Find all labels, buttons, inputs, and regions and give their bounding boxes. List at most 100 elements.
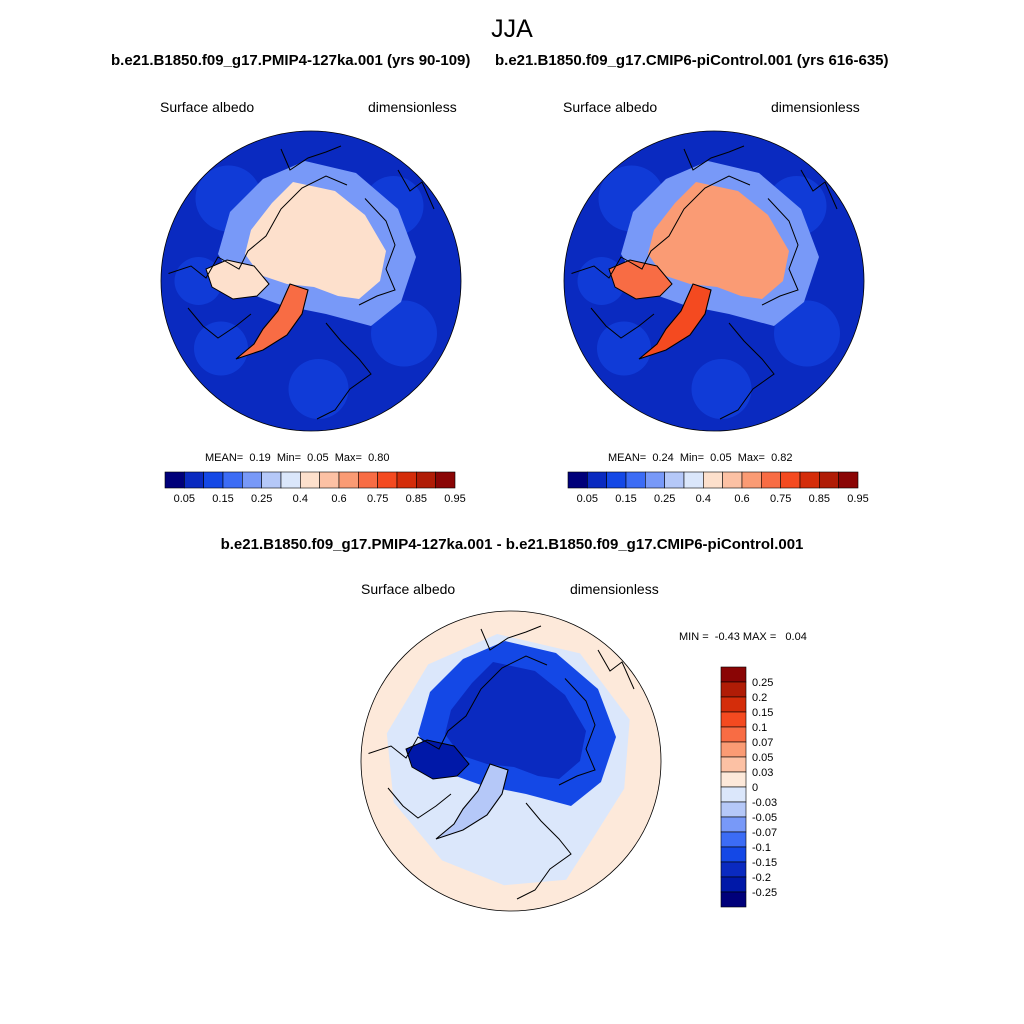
diff-max-label: MAX = bbox=[742, 631, 777, 643]
coastline bbox=[590, 307, 655, 339]
panel2-stats: MEAN= 0.24 Min= 0.05 Max= 0.82 bbox=[608, 452, 792, 464]
colorbar-box bbox=[720, 876, 747, 893]
colorbar-box bbox=[435, 471, 456, 489]
archipelago-coastline bbox=[608, 259, 673, 300]
panel1-run-title: b.e21.B1850.f09_g17.PMIP4-127ka.001 (yrs… bbox=[111, 52, 471, 69]
diff-units-label: dimensionless bbox=[570, 581, 659, 597]
map-panel-1 bbox=[160, 130, 462, 432]
colorbar-box bbox=[720, 741, 747, 758]
colorbar-box bbox=[625, 471, 646, 489]
coastline bbox=[368, 655, 548, 759]
coastline bbox=[558, 678, 596, 786]
coastline bbox=[683, 145, 745, 171]
diff-min-label: MIN = bbox=[679, 631, 709, 643]
coastline bbox=[516, 802, 572, 900]
colorbar-box bbox=[720, 891, 747, 908]
colorbar-tick-label: -0.15 bbox=[752, 857, 777, 869]
colorbar-box bbox=[720, 681, 747, 698]
colorbar-box bbox=[184, 471, 204, 489]
colorbar-tick-label: -0.25 bbox=[752, 887, 777, 899]
colorbar-box bbox=[838, 471, 859, 489]
colorbar-box bbox=[720, 846, 747, 863]
panel2-mean-label: MEAN= bbox=[608, 452, 647, 464]
diff-title: b.e21.B1850.f09_g17.PMIP4-127ka.001 - b.… bbox=[220, 536, 804, 553]
colorbar-box bbox=[222, 471, 243, 489]
panel1-mean-label: MEAN= bbox=[205, 452, 244, 464]
colorbar-tick-label: 0.25 bbox=[752, 677, 773, 689]
map-panel-difference bbox=[360, 610, 662, 912]
coastline bbox=[800, 169, 838, 210]
colorbar-box bbox=[645, 471, 665, 489]
colorbar-tick-label: 0.2 bbox=[752, 692, 767, 704]
colorbar-tick-label: 0.4 bbox=[293, 493, 308, 505]
colorbar-box bbox=[300, 471, 320, 489]
colorbar-tick-label: 0.6 bbox=[331, 493, 346, 505]
colorbar-box bbox=[780, 471, 801, 489]
colorbar-tick-label: 0.95 bbox=[444, 493, 465, 505]
diff-stats: MIN = -0.43 MAX = 0.04 bbox=[679, 631, 807, 643]
colorbar-box bbox=[720, 801, 747, 818]
coastline bbox=[397, 169, 435, 210]
colorbar-tick-label: 0.15 bbox=[752, 707, 773, 719]
colorbar-box bbox=[280, 471, 301, 489]
colorbar-box bbox=[396, 471, 417, 489]
coastline bbox=[358, 198, 396, 306]
colorbar-box bbox=[358, 471, 378, 489]
colorbar-box bbox=[606, 471, 627, 489]
colorbar-box bbox=[799, 471, 820, 489]
colorbar-box bbox=[377, 471, 398, 489]
panel2-units-label: dimensionless bbox=[771, 99, 860, 115]
coastline bbox=[597, 649, 635, 690]
coastline bbox=[168, 175, 348, 279]
panel1-min-label: Min= bbox=[276, 452, 302, 464]
panel1-min-value: 0.05 bbox=[307, 452, 329, 464]
greenland-coastline bbox=[435, 763, 509, 840]
colorbar-box bbox=[720, 756, 747, 773]
colorbar-tick-label: 0.07 bbox=[752, 737, 773, 749]
colorbar-tick-label: 0.1 bbox=[752, 722, 767, 734]
map-boundary bbox=[563, 130, 865, 432]
colorbar-box bbox=[720, 786, 747, 803]
colorbar-box bbox=[261, 471, 282, 489]
colorbar-box bbox=[703, 471, 723, 489]
colorbar-tick-label: 0 bbox=[752, 782, 758, 794]
colorbar-tick-label: 0.95 bbox=[847, 493, 868, 505]
colorbar-box bbox=[587, 471, 607, 489]
colorbar-box bbox=[164, 471, 185, 489]
colorbar-box bbox=[720, 666, 747, 683]
map-boundary bbox=[160, 130, 462, 432]
greenland-ice-sheet bbox=[236, 284, 308, 359]
coastline bbox=[480, 625, 542, 651]
coastline bbox=[719, 322, 775, 420]
greenland-coastline bbox=[638, 283, 712, 360]
panel2-run-title: b.e21.B1850.f09_g17.CMIP6-piControl.001 … bbox=[495, 52, 889, 69]
colorbar-tick-label: 0.6 bbox=[734, 493, 749, 505]
colorbar-tick-label: 0.85 bbox=[406, 493, 427, 505]
greenland-ice-sheet bbox=[639, 284, 711, 359]
colorbar-box bbox=[720, 861, 747, 878]
colorbar-tick-label: -0.05 bbox=[752, 812, 777, 824]
colorbar-tick-label: 0.15 bbox=[212, 493, 233, 505]
colorbar-box bbox=[722, 471, 743, 489]
coastline bbox=[187, 307, 252, 339]
colorbar-tick-label: 0.85 bbox=[809, 493, 830, 505]
panel1-max-label: Max= bbox=[334, 452, 362, 464]
colorbar-difference: 0.25 0.2 0.15 0.1 0.07 0.05 0.03 0 -0.03 -0.05 -0.… bbox=[720, 666, 777, 908]
diff-variable-label: Surface albedo bbox=[361, 581, 456, 597]
panel2-min-value: 0.05 bbox=[710, 452, 732, 464]
greenland-coastline bbox=[235, 283, 309, 360]
colorbar-box bbox=[720, 696, 747, 713]
land-albedo-patch bbox=[691, 359, 752, 419]
archipelago-coastline bbox=[405, 739, 470, 780]
colorbar-box bbox=[242, 471, 262, 489]
archipelago-coastline bbox=[205, 259, 270, 300]
colorbar-tick-label: -0.07 bbox=[752, 827, 777, 839]
colorbar-box bbox=[416, 471, 436, 489]
colorbar-box bbox=[338, 471, 359, 489]
colorbar-box bbox=[720, 726, 747, 743]
coastline bbox=[280, 145, 342, 171]
colorbar-box bbox=[720, 816, 747, 833]
colorbar-tick-label: 0.05 bbox=[174, 493, 195, 505]
map-panel-2 bbox=[563, 130, 865, 432]
